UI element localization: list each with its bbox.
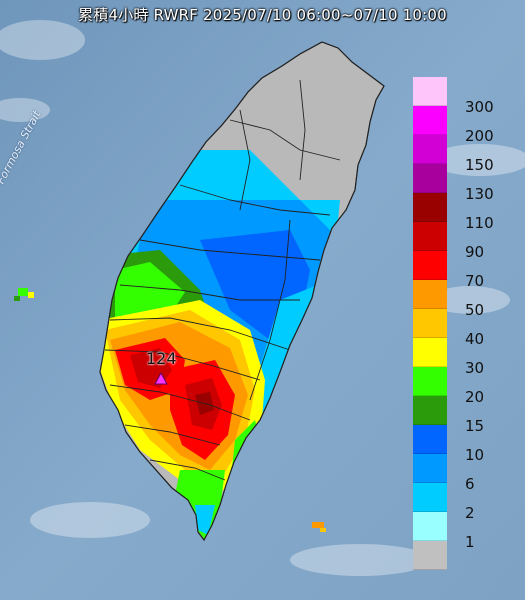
color-legend: 300 200 150 130 110 90 70 50 40 30 20 15 10 6 2 1 — [413, 77, 509, 570]
legend-swatch — [413, 338, 447, 367]
triangle-marker-icon — [154, 371, 168, 385]
legend-swatch — [413, 483, 447, 512]
legend-tick-label: 70 — [465, 272, 485, 290]
legend-tick-label: 300 — [465, 98, 494, 116]
legend-tick-label: 200 — [465, 127, 494, 145]
legend-tick-label: 40 — [465, 330, 485, 348]
legend-swatch — [413, 309, 447, 338]
legend-tick-label: 150 — [465, 156, 494, 174]
legend-tick-label: 30 — [465, 359, 485, 377]
legend-tick-label: 2 — [465, 504, 475, 522]
legend-swatch — [413, 541, 447, 570]
legend-tick-label: 20 — [465, 388, 485, 406]
legend-swatch — [413, 135, 447, 164]
legend-tick-label: 130 — [465, 185, 494, 203]
cloud-texture — [0, 20, 525, 576]
max-rainfall-label: 124 — [146, 349, 177, 368]
legend-swatch — [413, 425, 447, 454]
offshore-echoes — [14, 288, 326, 532]
legend-swatch — [413, 367, 447, 396]
legend-tick-label: 1 — [465, 533, 475, 551]
legend-swatch — [413, 193, 447, 222]
legend-swatch — [413, 106, 447, 135]
legend-tick-label: 10 — [465, 446, 485, 464]
legend-swatch — [413, 396, 447, 425]
legend-swatch — [413, 77, 447, 106]
legend-tick-label: 110 — [465, 214, 494, 232]
legend-tick-label: 90 — [465, 243, 485, 261]
legend-tick-label: 15 — [465, 417, 485, 435]
legend-tick-label: 50 — [465, 301, 485, 319]
map-title: 累積4小時 RWRF 2025/07/10 06:00~07/10 10:00 — [78, 6, 447, 24]
legend-swatch — [413, 280, 447, 309]
boundary-lines — [104, 79, 341, 481]
legend-tick-label: 6 — [465, 475, 475, 493]
legend-swatch — [413, 512, 447, 541]
legend-swatch — [413, 164, 447, 193]
legend-swatch — [413, 222, 447, 251]
legend-swatch — [413, 251, 447, 280]
legend-swatch — [413, 454, 447, 483]
